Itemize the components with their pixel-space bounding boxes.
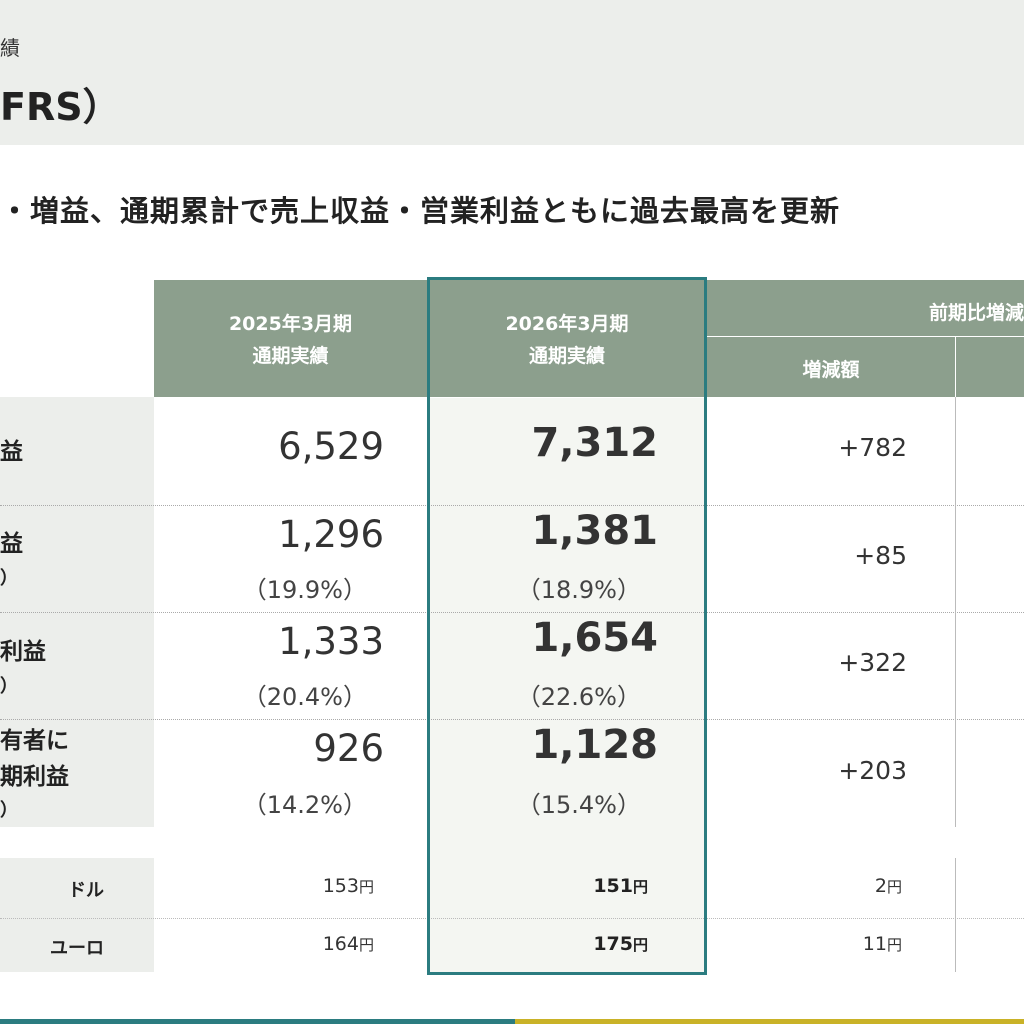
row-label: 有者に (0, 728, 69, 754)
header-prev-period: 2025年3月期 通期実績 (154, 280, 427, 397)
label-column-fx (0, 858, 154, 972)
header-cur-line1: 2026年3月期 (505, 313, 629, 335)
bottom-accent-gold (515, 1019, 1024, 1024)
prev-margin: （14.2%） (242, 791, 367, 819)
fx-diff-eur: 11円 (862, 933, 902, 955)
cur-margin: （18.9%） (516, 576, 641, 604)
row-divider (0, 719, 1024, 720)
diff-value: +322 (838, 648, 907, 677)
header-subtitle: 績 (0, 36, 20, 60)
diff-value: +85 (854, 541, 907, 570)
header-cur-line2: 通期実績 (528, 345, 605, 367)
page-title: FRS） (0, 85, 121, 129)
column-divider (955, 397, 956, 827)
cur-value: 1,128 (531, 722, 658, 768)
prev-value: 6,529 (278, 425, 384, 468)
prev-margin: （20.4%） (242, 683, 367, 711)
prev-value: 1,333 (278, 620, 384, 663)
current-period-highlight (430, 398, 704, 972)
row-label-sub: ） (0, 676, 18, 697)
header-comparison-label: 前期比増減 (928, 302, 1024, 324)
fx-label-usd: ドル (68, 880, 104, 901)
cur-value: 1,381 (531, 508, 658, 554)
row-divider (0, 505, 1024, 506)
prev-value: 1,296 (278, 513, 384, 556)
row-divider (0, 612, 1024, 613)
current-period-frame (427, 277, 707, 975)
fx-cur-usd: 151円 (593, 875, 648, 897)
row-label: 利益 (0, 639, 46, 665)
row-label-sub: ） (0, 800, 18, 821)
row-label-sub: ） (0, 568, 18, 589)
row-label: 期利益 (0, 764, 69, 790)
row-divider (0, 918, 1024, 919)
header-prev-line2: 通期実績 (252, 345, 329, 367)
cur-margin: （15.4%） (516, 791, 641, 819)
diff-value: +203 (838, 756, 907, 785)
fx-diff-usd: 2円 (874, 875, 902, 897)
header-divider-horizontal (707, 336, 1024, 337)
header-band (0, 0, 1024, 145)
header-cur-period: 2026年3月期 通期実績 (427, 280, 707, 397)
cur-value: 7,312 (531, 420, 658, 466)
fx-cur-eur: 175円 (593, 933, 648, 955)
headline: ・増益、通期累計で売上収益・営業利益ともに過去最高を更新 (0, 194, 841, 228)
prev-value: 926 (313, 727, 384, 770)
bottom-accent-teal (0, 1019, 515, 1024)
header-divider-vertical (955, 337, 956, 397)
row-label: 益 (0, 531, 23, 557)
fx-label-eur: ユーロ (50, 938, 104, 959)
prev-margin: （19.9%） (242, 576, 367, 604)
header-diff-label: 増減額 (802, 359, 860, 381)
fx-prev-eur: 164円 (322, 933, 374, 955)
row-label: 益 (0, 439, 23, 465)
header-comparison: 前期比増減 増減額 (707, 280, 1024, 397)
fx-prev-usd: 153円 (322, 875, 374, 897)
header-prev-line1: 2025年3月期 (228, 313, 353, 335)
cur-margin: （22.6%） (516, 683, 641, 711)
column-divider (955, 858, 956, 972)
diff-value: +782 (838, 433, 907, 462)
cur-value: 1,654 (531, 615, 658, 661)
